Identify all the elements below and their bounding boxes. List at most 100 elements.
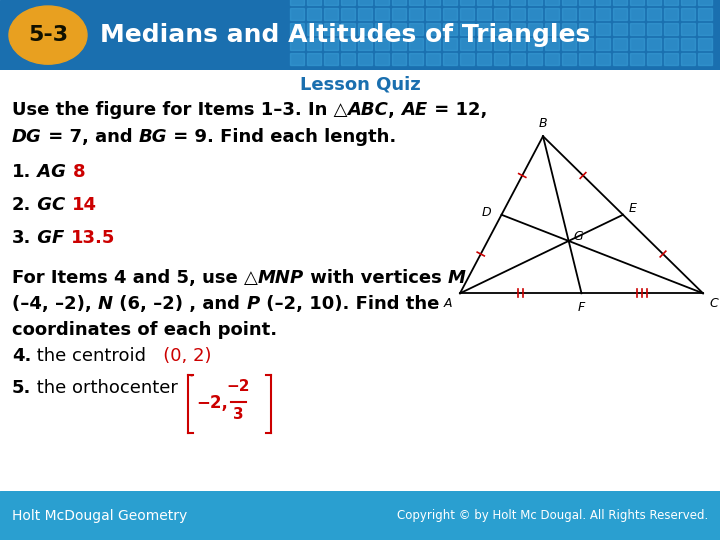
Bar	[341, 53, 355, 65]
Bar	[307, 0, 321, 5]
Text: 5.: 5.	[12, 379, 32, 397]
Text: 2.: 2.	[12, 196, 32, 214]
Bar	[664, 38, 678, 50]
Text: (0, 2): (0, 2)	[146, 347, 212, 366]
Bar	[562, 53, 576, 65]
Bar	[596, 53, 610, 65]
Bar	[409, 23, 423, 35]
Text: 3.: 3.	[12, 230, 32, 247]
Bar	[375, 38, 389, 50]
Bar	[290, 53, 304, 65]
Bar	[375, 23, 389, 35]
Bar	[460, 8, 474, 20]
Bar	[681, 38, 695, 50]
Bar	[426, 38, 440, 50]
Text: Lesson Quiz: Lesson Quiz	[300, 75, 420, 93]
Bar	[443, 0, 457, 5]
Bar	[511, 53, 525, 65]
Bar	[698, 0, 712, 5]
Text: C: C	[709, 298, 718, 310]
Bar	[341, 0, 355, 5]
Bar	[613, 38, 627, 50]
Bar	[494, 0, 508, 5]
Bar	[613, 53, 627, 65]
Bar	[630, 0, 644, 5]
Text: B: B	[539, 117, 547, 130]
Bar	[528, 53, 542, 65]
Bar	[375, 53, 389, 65]
Text: G: G	[574, 231, 583, 244]
Bar	[324, 23, 338, 35]
Text: 1.: 1.	[12, 163, 32, 181]
Bar	[460, 23, 474, 35]
Bar	[290, 8, 304, 20]
Bar	[324, 8, 338, 20]
Bar	[596, 8, 610, 20]
Bar	[341, 23, 355, 35]
Text: D: D	[482, 206, 492, 219]
Bar	[443, 53, 457, 65]
Bar	[341, 8, 355, 20]
Bar	[358, 0, 372, 5]
Bar	[681, 53, 695, 65]
Bar	[545, 23, 559, 35]
Bar	[630, 8, 644, 20]
Bar	[409, 8, 423, 20]
Ellipse shape	[9, 6, 87, 64]
Text: −2: −2	[227, 379, 250, 394]
Bar	[511, 23, 525, 35]
Bar	[392, 8, 406, 20]
Bar	[613, 23, 627, 35]
Bar	[647, 23, 661, 35]
Bar	[664, 0, 678, 5]
Bar	[681, 8, 695, 20]
Text: 13.5: 13.5	[71, 230, 115, 247]
Text: DG: DG	[12, 128, 42, 146]
Bar	[290, 38, 304, 50]
Bar	[494, 53, 508, 65]
Bar	[596, 23, 610, 35]
Text: (–4, –2),: (–4, –2),	[12, 295, 98, 313]
Bar	[426, 8, 440, 20]
Bar	[579, 8, 593, 20]
Bar	[375, 8, 389, 20]
Text: P: P	[246, 295, 259, 313]
Bar	[460, 38, 474, 50]
Bar	[647, 8, 661, 20]
Bar	[545, 8, 559, 20]
Text: F: F	[578, 301, 585, 314]
Bar	[562, 23, 576, 35]
Text: MNP: MNP	[258, 269, 304, 287]
Bar	[494, 38, 508, 50]
Text: 4.: 4.	[12, 347, 32, 366]
Bar	[528, 23, 542, 35]
Bar	[392, 38, 406, 50]
Bar	[477, 23, 491, 35]
Bar	[579, 53, 593, 65]
Text: Holt McDougal Geometry: Holt McDougal Geometry	[12, 509, 187, 523]
Text: = 12,: = 12,	[428, 101, 487, 119]
Bar	[460, 0, 474, 5]
Text: M: M	[448, 269, 466, 287]
Bar	[511, 0, 525, 5]
Text: 3: 3	[233, 407, 243, 422]
Text: GC: GC	[32, 196, 72, 214]
Bar	[630, 53, 644, 65]
Bar	[409, 53, 423, 65]
Bar	[579, 23, 593, 35]
Bar	[477, 8, 491, 20]
Bar	[681, 0, 695, 5]
Bar	[290, 23, 304, 35]
Bar	[426, 53, 440, 65]
Text: For Items 4 and 5, use △: For Items 4 and 5, use △	[12, 269, 258, 287]
Bar	[562, 8, 576, 20]
Bar	[324, 0, 338, 5]
Bar	[494, 8, 508, 20]
Text: 8: 8	[73, 163, 85, 181]
Bar	[375, 0, 389, 5]
Bar	[511, 8, 525, 20]
Text: = 7, and: = 7, and	[42, 128, 139, 146]
Text: BG: BG	[139, 128, 167, 146]
Bar	[324, 38, 338, 50]
Text: (–2, 10). Find the: (–2, 10). Find the	[259, 295, 439, 313]
